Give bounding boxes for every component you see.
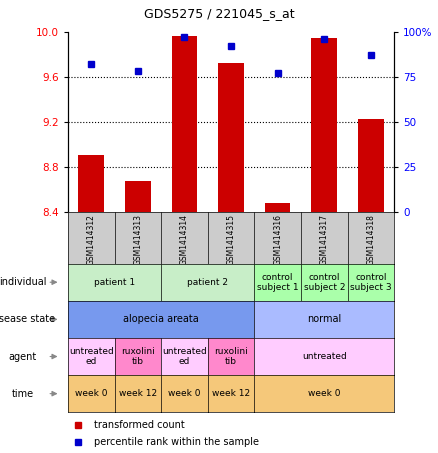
Bar — [172, 36, 197, 212]
Text: week 12: week 12 — [212, 389, 250, 398]
Text: disease state: disease state — [0, 314, 56, 324]
Text: GSM1414312: GSM1414312 — [87, 214, 95, 265]
Text: ruxolini
tib: ruxolini tib — [121, 347, 155, 366]
Text: week 0: week 0 — [75, 389, 107, 398]
Text: GSM1414317: GSM1414317 — [320, 214, 329, 265]
Text: week 0: week 0 — [168, 389, 201, 398]
Text: week 0: week 0 — [308, 389, 340, 398]
Text: time: time — [12, 389, 34, 399]
Text: GDS5275 / 221045_s_at: GDS5275 / 221045_s_at — [144, 7, 294, 20]
Bar — [78, 155, 104, 212]
Text: alopecia areata: alopecia areata — [123, 314, 199, 324]
Text: ruxolini
tib: ruxolini tib — [214, 347, 248, 366]
Text: GSM1414314: GSM1414314 — [180, 214, 189, 265]
Text: untreated: untreated — [302, 352, 346, 361]
Bar — [358, 120, 384, 212]
Text: individual: individual — [0, 277, 47, 287]
Text: patient 2: patient 2 — [187, 278, 228, 287]
Text: GSM1414315: GSM1414315 — [226, 214, 236, 265]
Text: control
subject 2: control subject 2 — [304, 273, 345, 292]
Text: untreated
ed: untreated ed — [162, 347, 207, 366]
Text: GSM1414316: GSM1414316 — [273, 214, 282, 265]
Bar — [311, 39, 337, 212]
Bar — [265, 202, 290, 212]
Text: week 12: week 12 — [119, 389, 157, 398]
Text: GSM1414318: GSM1414318 — [367, 214, 375, 265]
Text: untreated
ed: untreated ed — [69, 347, 113, 366]
Text: agent: agent — [9, 352, 37, 361]
Text: percentile rank within the sample: percentile rank within the sample — [94, 437, 259, 447]
Text: control
subject 1: control subject 1 — [257, 273, 298, 292]
Bar — [218, 63, 244, 212]
Text: control
subject 3: control subject 3 — [350, 273, 392, 292]
Text: patient 1: patient 1 — [94, 278, 135, 287]
Text: transformed count: transformed count — [94, 419, 185, 429]
Bar — [125, 181, 151, 212]
Text: normal: normal — [307, 314, 341, 324]
Text: GSM1414313: GSM1414313 — [133, 214, 142, 265]
